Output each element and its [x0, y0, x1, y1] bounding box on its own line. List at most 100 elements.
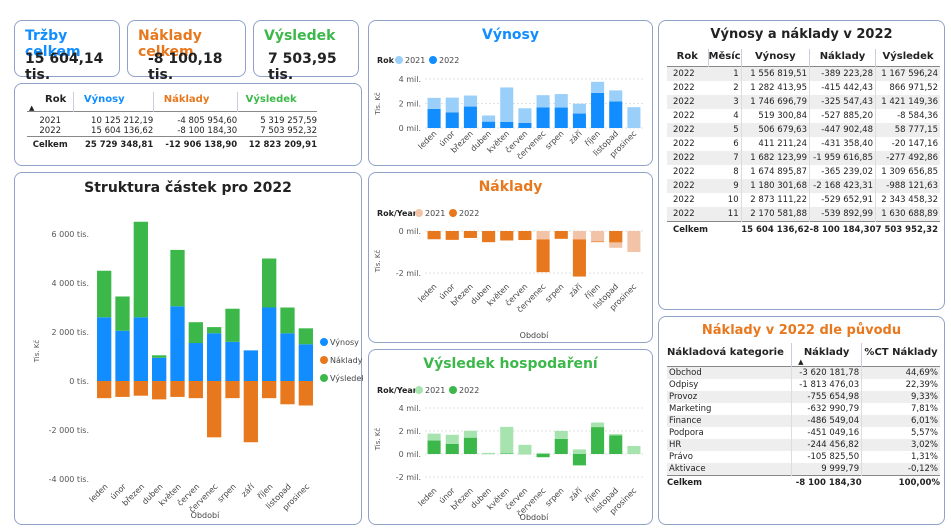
bar-2022 [536, 107, 550, 128]
sort-up-icon[interactable]: ▲ [29, 104, 35, 112]
bar-2022 [591, 427, 605, 454]
y-tick-label: 4 mil. [399, 404, 421, 413]
bar-vysledek [280, 307, 295, 334]
y-tick-label: 0 mil. [399, 227, 421, 236]
bar-2022 [554, 107, 568, 128]
bar-2021 [536, 231, 550, 240]
bar-2022 [609, 435, 623, 454]
naklady-chart: Rok/Year 2021 2022 0 mil. -2 mil. Tis. Kč lede… [374, 209, 643, 340]
tick-label: srpen [543, 129, 565, 151]
tick-label: leden [416, 282, 438, 304]
bar-2022 [463, 106, 477, 128]
bar-2022 [554, 231, 568, 239]
monthly-header-rok[interactable]: Rok [676, 51, 698, 62]
legend-marker [415, 209, 423, 217]
table-row: Právo -105 825,50 1,31% [669, 451, 940, 463]
bar-2021 [518, 108, 532, 123]
summary-header-vysledek[interactable]: Výsledek [236, 92, 317, 112]
y-tick-label: -2 000 tis. [49, 426, 89, 435]
y-axis-label: Tis. Kč [374, 250, 382, 274]
kpi-naklady-card: Náklady celkem -8 100,18 tis. [127, 20, 246, 83]
x-axis-label: Období [191, 511, 220, 520]
bar-vysledek [115, 296, 130, 331]
vysledek-chart-card: Výsledek hospodaření Rok/Year 2021 2022 4 m… [368, 349, 653, 525]
struktura-chart-card: Struktura částek pro 2022 6 000 tis. 4 00… [14, 172, 363, 525]
summary-header-rok[interactable]: ▲ Rok [29, 94, 67, 112]
summary-header-vynosy[interactable]: Výnosy [72, 92, 154, 112]
table-row: 2022 10 2 873 111,22 -529 652,91 2 343 458,3… [673, 193, 940, 207]
vysledek-chart-title: Výsledek hospodaření [423, 356, 598, 372]
bar-vysledek [152, 355, 167, 358]
monthly-header-naklady[interactable]: Náklady [809, 49, 876, 67]
bar-vysledek [97, 270, 112, 318]
legend-label: 2021 [425, 386, 445, 395]
table-total-row: Celkem -8 100 184,30 100,00% [667, 475, 940, 488]
bar-vysledek [262, 258, 277, 308]
legend-title: Rok/Year [377, 386, 417, 395]
sort-up-icon[interactable]: ▲ [798, 358, 804, 366]
bar-naklady [188, 381, 203, 399]
bar-2021 [591, 81, 605, 93]
monthly-header-vysledek[interactable]: Výsledek [875, 49, 940, 67]
bar-vynosy [170, 306, 185, 381]
legend-marker [320, 374, 328, 382]
bar-vysledek [207, 327, 222, 334]
monthly-table-card: Výnosy a náklady v 2022 Rok Měsíc Výnosy… [658, 20, 945, 310]
legend-label: 2021 [405, 56, 425, 65]
tick-label: září [240, 482, 257, 499]
bar-vynosy [207, 333, 222, 381]
bar-naklady [243, 381, 258, 443]
bar-2021 [572, 449, 586, 454]
legend-marker [320, 356, 328, 364]
table-total-row: Celkem 25 729 348,81 -12 906 138,90 12 8… [27, 136, 317, 150]
bar-2021 [463, 430, 477, 438]
table-row: 2022 11 2 170 581,88 -539 892,99 1 630 688,8… [667, 207, 940, 222]
summary-table: ▲ Rok Výnosy Náklady Výsledek 2021 10 125… [27, 92, 317, 150]
table-row: 2022 6 411 211,24 -431 358,40 -20 147,16 [673, 137, 940, 151]
vysledek-chart: Rok/Year 2021 2022 4 mil. 2 mil. 0 mil. -2 mil… [374, 386, 643, 522]
legend-marker [449, 386, 457, 394]
legend-title: Rok/Year [377, 209, 417, 218]
legend-label: 2022 [439, 56, 459, 65]
bar-2021 [627, 107, 641, 128]
bar-2021 [518, 444, 532, 454]
bar-2022 [427, 108, 441, 128]
legend-marker [449, 209, 457, 217]
bar-naklady [225, 381, 240, 399]
table-row: Aktivace 9 999,79 -0,12% [667, 463, 940, 476]
y-tick-label: 2 mil. [399, 100, 421, 109]
tick-label: srpen [543, 282, 565, 304]
x-axis-label: Období [520, 331, 549, 340]
puvod-header-pct[interactable]: %CT Náklady [861, 343, 940, 367]
summary-header-naklady[interactable]: Náklady [152, 92, 238, 112]
puvod-header-kategorie[interactable]: Nákladová kategorie [667, 347, 784, 358]
monthly-table: Rok Měsíc Výnosy Náklady Výsledek 2022 1 1… [667, 49, 940, 235]
bar-2021 [445, 97, 459, 113]
table-row: 2022 1 1 556 819,51 -389 223,28 1 167 596,24 [667, 66, 940, 81]
bar-vysledek [225, 308, 240, 342]
tick-label: září [567, 282, 584, 299]
monthly-header-vynosy[interactable]: Výnosy [740, 49, 810, 67]
bar-2022 [609, 231, 623, 243]
legend-label: Výsledek [330, 374, 363, 383]
bar-2021 [427, 97, 441, 109]
bar-naklady [152, 381, 167, 400]
bar-2021 [536, 95, 550, 108]
bar-2021 [554, 430, 568, 439]
table-row: Provoz -755 654,98 9,33% [667, 391, 940, 403]
monthly-header-mesic[interactable]: Měsíc [707, 49, 742, 67]
kpi-naklady-title: Náklady celkem [138, 28, 202, 60]
kpi-vysledek-card: Výsledek 7 503,95 tis. [253, 20, 359, 83]
table-row: Finance -486 549,04 6,01% [667, 415, 940, 427]
struktura-chart: 6 000 tis. 4 000 tis. 2 000 tis. 0 tis. -2 0… [33, 221, 363, 520]
bar-naklady [170, 381, 185, 397]
bar-naklady [207, 381, 222, 438]
bar-vysledek [188, 322, 203, 344]
table-row: HR -244 456,82 3,02% [667, 439, 940, 451]
bar-2022 [536, 239, 550, 273]
y-tick-label: 6 000 tis. [51, 230, 89, 239]
y-tick-label: 0 mil. [399, 450, 421, 459]
puvod-header-naklady[interactable]: Náklady ▲ [791, 343, 862, 367]
bar-2021 [482, 115, 496, 122]
kpi-trzby-value: 15 604,14 tis. [25, 51, 104, 83]
